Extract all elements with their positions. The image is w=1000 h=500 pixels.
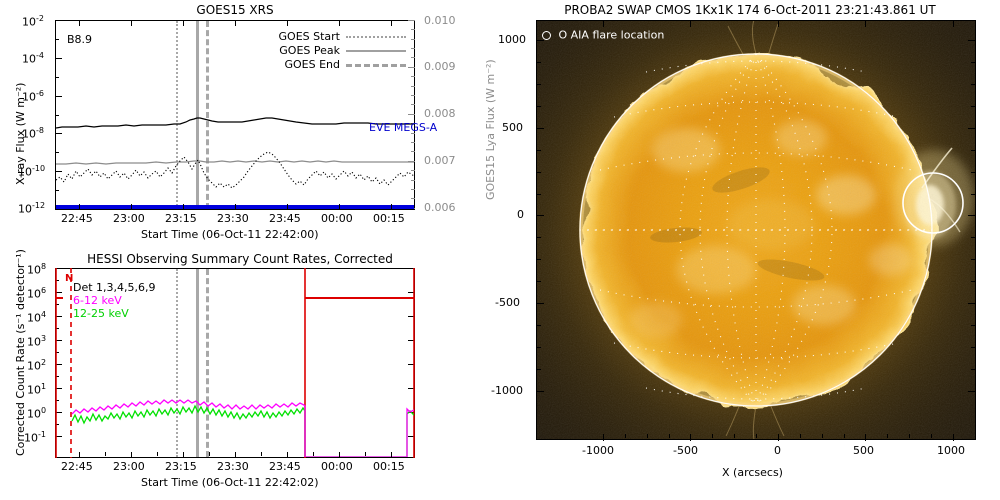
- hessi-legend-label-1: 6-12 keV: [73, 294, 122, 307]
- hessi-series-12-25kev: [71, 404, 414, 457]
- hessi-series-6-12kev: [71, 399, 414, 457]
- goes-class-annotation: B8.9: [67, 33, 93, 46]
- goes-curves: [56, 117, 414, 209]
- hessi-plot-frame: [55, 268, 415, 458]
- goes-legend-label-2: GOES End: [284, 58, 340, 71]
- goes-vline-end: [206, 21, 209, 209]
- circle-marker-icon: [542, 30, 551, 40]
- hessi-night-marker: N: [65, 273, 74, 284]
- goes-legend-label-1: GOES Peak: [279, 44, 340, 57]
- goes-xrs-panel: GOES15 XRS X-ray Flux (W m⁻²) GOES15 Lya…: [14, 3, 497, 241]
- swap-image-panel: PROBA2 SWAP CMOS 1Kx1K 174 6-Oct-2011 23…: [490, 0, 1000, 500]
- hessi-xlabel: Start Time (06-Oct-11 22:42:02): [141, 476, 319, 489]
- aia-flare-location-circle: [902, 172, 964, 234]
- hessi-vline-peak: [196, 269, 199, 457]
- swap-image[interactable]: O AIA flare location: [536, 20, 976, 440]
- goes-vline-start: [176, 21, 178, 209]
- hessi-vline-end: [206, 269, 209, 457]
- swap-panel-title: PROBA2 SWAP CMOS 1Kx1K 174 6-Oct-2011 23…: [564, 3, 936, 17]
- goes-eve-label: EVE MEGS-A: [369, 121, 438, 134]
- hessi-panel: HESSI Observing Summary Count Rates, Cor…: [0, 248, 490, 500]
- goes-legend-swatch-peak: [346, 50, 406, 52]
- goes-legend-swatch-end: [346, 64, 406, 67]
- goes-legend-swatch-start: [346, 36, 406, 38]
- hessi-vline-start: [176, 269, 178, 457]
- aia-flare-annotation-label: O AIA flare location: [558, 28, 665, 42]
- goes-vline-peak: [196, 21, 199, 209]
- hessi-ylabel: Corrected Count Rate (s⁻¹ detector⁻¹): [14, 249, 27, 456]
- goes-xlabel: Start Time (06-Oct-11 22:42:00): [141, 228, 319, 241]
- hessi-legend-label-0: Det 1,3,4,5,6,9: [73, 281, 156, 294]
- goes-legend-label-0: GOES Start: [278, 30, 340, 43]
- goes-panel-title: GOES15 XRS: [196, 3, 274, 17]
- aia-flare-annotation: O AIA flare location: [542, 28, 664, 42]
- swap-xlabel: X (arcsecs): [722, 466, 783, 479]
- hessi-panel-title: HESSI Observing Summary Count Rates, Cor…: [87, 252, 393, 266]
- hessi-legend-label-2: 12-25 keV: [73, 307, 129, 320]
